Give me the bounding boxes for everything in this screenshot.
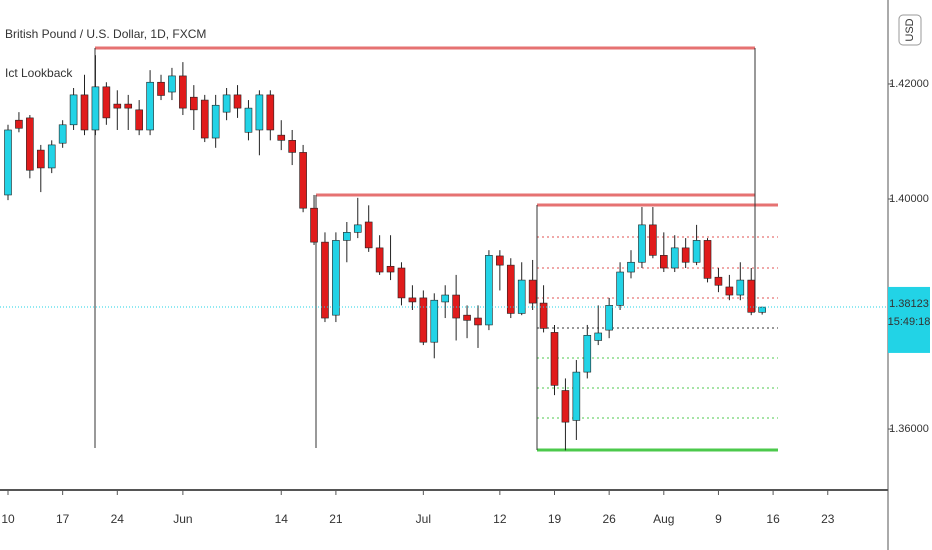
candle-body <box>408 297 417 303</box>
candle-body <box>80 94 89 131</box>
candle-body <box>146 81 154 131</box>
candle-body <box>638 224 646 263</box>
candle-body <box>157 81 165 96</box>
candle-body <box>168 75 176 93</box>
candle-body <box>26 117 34 171</box>
candle-body <box>659 255 668 269</box>
candle-body <box>605 305 613 331</box>
candle-body <box>430 299 439 343</box>
x-tick-label: Aug <box>653 512 674 526</box>
x-tick-label: Jun <box>173 512 192 526</box>
candle-body <box>113 103 122 109</box>
candle-body <box>397 267 406 299</box>
price-box <box>888 286 930 353</box>
indicator-name: Ict Lookback <box>5 66 73 80</box>
countdown-label: 15:49:18 <box>888 316 931 328</box>
x-tick-label: 19 <box>548 512 562 526</box>
x-tick-label: Jul <box>416 512 431 526</box>
candle-body <box>277 134 286 141</box>
candle-body <box>496 255 504 266</box>
y-tick-label: 1.36000 <box>889 423 929 435</box>
x-tick-label: 14 <box>275 512 289 526</box>
currency-label[interactable]: USD <box>904 18 916 41</box>
candle-body <box>714 276 723 286</box>
candle-body <box>594 332 603 341</box>
candle-body <box>550 332 559 386</box>
plot-area <box>4 55 766 451</box>
candle-body <box>91 86 100 131</box>
x-tick-label: 10 <box>1 512 15 526</box>
candle-body <box>343 232 351 241</box>
candle-body <box>474 317 482 326</box>
candle-body <box>583 334 592 373</box>
candle-body <box>135 109 143 131</box>
x-tick-label: 12 <box>493 512 507 526</box>
candle-body <box>703 240 712 279</box>
y-tick-label: 1.40000 <box>889 193 929 205</box>
candle-body <box>616 271 624 306</box>
candle-body <box>725 286 734 296</box>
candle-body <box>69 94 78 126</box>
candle-body <box>747 279 756 313</box>
chart-title: British Pound / U.S. Dollar, 1D, FXCM <box>5 27 206 41</box>
candle-body <box>200 99 209 139</box>
candle-body <box>670 247 679 269</box>
x-tick-label: 23 <box>821 512 835 526</box>
x-tick-label: 21 <box>329 512 343 526</box>
candle-body <box>266 94 275 131</box>
x-tick-label: 26 <box>602 512 616 526</box>
last-price-label: 1.38123 <box>889 298 929 310</box>
candle-body <box>528 279 537 304</box>
x-tick-label: 16 <box>766 512 780 526</box>
candle-body <box>190 96 198 111</box>
candle-body <box>255 94 264 131</box>
candle-body <box>692 240 701 263</box>
candle-body <box>310 207 318 243</box>
candle-body <box>517 279 526 314</box>
candle-body <box>441 294 450 303</box>
currency-button[interactable] <box>898 14 922 46</box>
candle-body <box>572 371 581 421</box>
candle-body <box>386 265 395 273</box>
candle-body <box>4 129 12 196</box>
candle-body <box>736 279 745 296</box>
x-tick-label: 9 <box>715 512 722 526</box>
candle-body <box>102 86 111 119</box>
candle-body <box>353 224 362 233</box>
candle-body <box>332 240 340 316</box>
candle-body <box>211 104 220 139</box>
candle-body <box>222 94 231 113</box>
candle-body <box>47 144 56 169</box>
candle-body <box>36 149 45 169</box>
candle-body <box>627 261 635 273</box>
candle-body <box>244 107 253 133</box>
x-tick-label: 24 <box>111 512 125 526</box>
candle-body <box>649 224 657 256</box>
candle-body <box>561 390 570 423</box>
candle-body <box>321 241 329 319</box>
candle-body <box>681 247 690 263</box>
candle-body <box>758 306 766 313</box>
candle-body <box>299 152 307 209</box>
candle-body <box>375 247 384 273</box>
x-tick-label: 17 <box>56 512 70 526</box>
candle-body <box>179 75 187 109</box>
candle-body <box>233 94 242 109</box>
candle-body <box>539 302 548 329</box>
candle-body <box>364 221 373 249</box>
candle-body <box>15 119 23 129</box>
candle-body <box>419 297 428 343</box>
candle-body <box>124 103 133 109</box>
candle-body <box>288 140 296 153</box>
candle-body <box>506 264 515 314</box>
candle-body <box>485 255 493 326</box>
y-tick-label: 1.42000 <box>889 78 929 90</box>
candle-body <box>463 314 471 321</box>
candle-body <box>58 124 67 144</box>
